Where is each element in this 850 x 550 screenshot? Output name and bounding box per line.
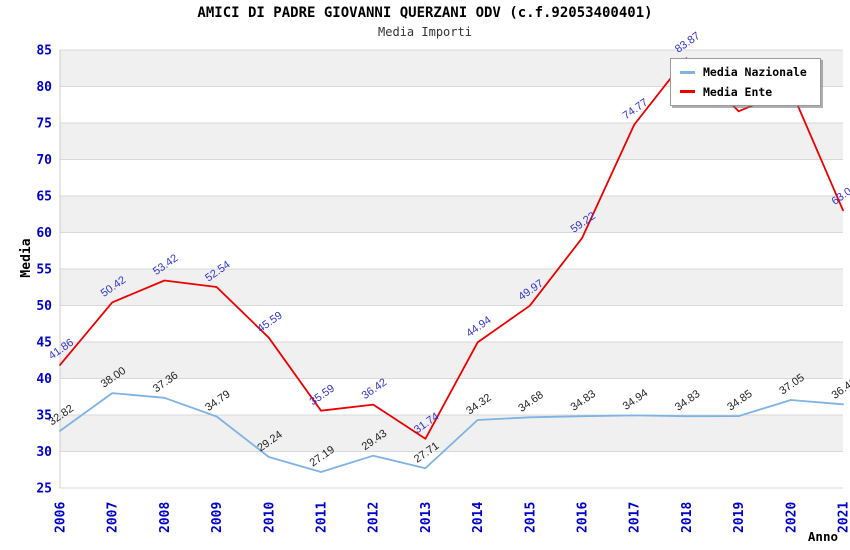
svg-text:2018: 2018	[680, 502, 695, 533]
svg-text:25: 25	[36, 482, 52, 497]
svg-text:2006: 2006	[54, 502, 69, 533]
x-axis-title: Anno	[808, 529, 838, 544]
svg-text:2011: 2011	[315, 502, 330, 533]
legend-label-media-ente: Media Ente	[703, 84, 773, 99]
svg-text:70: 70	[36, 153, 52, 168]
svg-text:80: 80	[36, 80, 52, 95]
svg-text:2008: 2008	[158, 502, 173, 533]
legend-item-media-ente: Media Ente	[680, 84, 807, 99]
y-axis-tick-labels: 25 30 35 40 45 50 55 60 65 70 75 80 85	[36, 44, 52, 497]
svg-text:2013: 2013	[419, 502, 434, 533]
svg-text:2016: 2016	[576, 502, 591, 533]
svg-text:2007: 2007	[106, 502, 121, 533]
svg-text:2012: 2012	[367, 502, 382, 533]
svg-text:55: 55	[36, 263, 52, 278]
svg-text:40: 40	[36, 372, 52, 387]
svg-text:60: 60	[36, 226, 52, 241]
svg-text:50: 50	[36, 299, 52, 314]
background-bands	[60, 50, 843, 488]
svg-text:30: 30	[36, 445, 52, 460]
svg-text:65: 65	[36, 190, 52, 205]
gridlines	[60, 49, 843, 489]
y-axis-title: Media	[19, 238, 34, 277]
chart-title: AMICI DI PADRE GIOVANNI QUERZANI ODV (c.…	[197, 5, 653, 21]
svg-text:85: 85	[36, 44, 52, 59]
chart-subtitle: Media Importi	[378, 25, 472, 39]
svg-text:2017: 2017	[628, 502, 643, 533]
svg-text:35: 35	[36, 409, 52, 424]
legend-label-media-nazionale: Media Nazionale	[703, 65, 807, 79]
svg-text:2014: 2014	[471, 502, 486, 533]
svg-text:75: 75	[36, 117, 52, 132]
svg-text:2019: 2019	[732, 502, 747, 533]
svg-text:2021: 2021	[837, 502, 850, 533]
svg-text:2020: 2020	[784, 502, 799, 533]
legend-item-media-nazionale: Media Nazionale	[680, 66, 807, 79]
legend: Media Nazionale Media Ente	[670, 58, 821, 107]
series-line-0	[59, 392, 844, 473]
x-axis-tick-labels: 2006 2007 2008 2009 2010 2011 2012 2013 2014 2015…	[54, 502, 850, 533]
media-ente-line-swatch-icon	[680, 90, 695, 94]
svg-text:2015: 2015	[523, 502, 538, 533]
svg-text:45: 45	[36, 336, 52, 351]
media-nazionale-line-swatch-icon	[680, 70, 695, 74]
svg-text:2010: 2010	[262, 502, 277, 533]
svg-text:2009: 2009	[210, 502, 225, 533]
